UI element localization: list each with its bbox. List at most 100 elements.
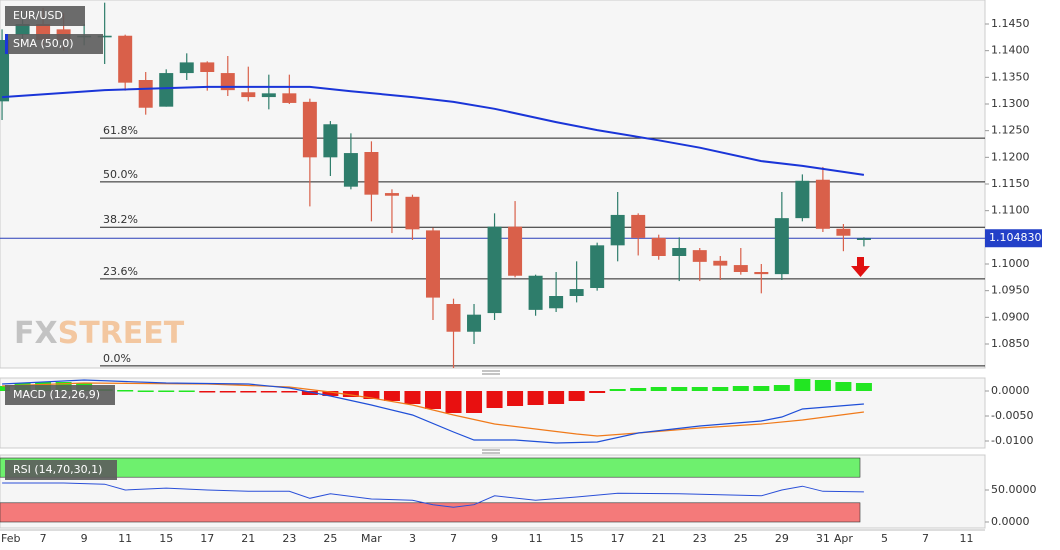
macd-histogram-bar — [158, 390, 175, 392]
macd-histogram-bar — [445, 391, 462, 413]
x-tick-label: 5 — [881, 532, 888, 545]
fib-label: 38.2% — [103, 213, 138, 226]
rsi-band — [0, 457, 861, 478]
macd-histogram-bar — [609, 389, 626, 391]
candle-body — [138, 80, 153, 108]
y-tick-label: 1.0900 — [991, 310, 1030, 323]
macd-histogram-bar — [219, 391, 236, 393]
candle-body — [774, 218, 789, 275]
y-tick-label: 1.1100 — [991, 204, 1030, 217]
watermark-suffix: STREET — [58, 316, 185, 351]
x-tick-label: 3 — [409, 532, 416, 545]
macd-histogram-bar — [137, 390, 154, 392]
candle-body — [815, 179, 830, 229]
candle-body — [733, 265, 748, 272]
candle-body — [651, 237, 666, 256]
candle-body — [446, 304, 461, 332]
y-tick-label: 1.0950 — [991, 284, 1030, 297]
x-tick-label: 7 — [450, 532, 457, 545]
macd-histogram-bar — [548, 391, 565, 404]
y-tick-label: 1.1400 — [991, 44, 1030, 57]
candle-body — [425, 230, 440, 298]
legend-label: EUR/USD — [13, 9, 63, 22]
y-tick-label: 1.1300 — [991, 97, 1030, 110]
candle-body — [754, 272, 769, 275]
fib-label: 0.0% — [103, 352, 131, 365]
macd-histogram-bar — [630, 388, 647, 391]
x-tick-label: 11 — [529, 532, 543, 545]
macd-histogram-bar — [855, 383, 872, 391]
candle-body — [15, 24, 30, 35]
macd-histogram-bar — [404, 391, 421, 404]
candle-body — [384, 193, 399, 196]
candle-body — [549, 296, 564, 309]
x-tick-label: 17 — [200, 532, 214, 545]
x-tick-label: 23 — [282, 532, 296, 545]
candle-body — [261, 93, 276, 98]
macd-histogram-bar — [568, 391, 585, 401]
x-tick-label: 23 — [693, 532, 707, 545]
x-tick-label: Mar — [361, 532, 382, 545]
fib-label: 23.6% — [103, 265, 138, 278]
macd-histogram-bar — [342, 391, 359, 397]
x-tick-label: 25 — [734, 532, 748, 545]
candle-body — [692, 250, 707, 262]
y-tick-label: -0.0100 — [991, 434, 1033, 447]
candle-body — [405, 196, 420, 230]
candle-body — [508, 226, 523, 276]
macd-histogram-bar — [753, 386, 770, 391]
macd-line — [2, 379, 864, 444]
x-tick-label: 21 — [652, 532, 666, 545]
sma-line — [2, 85, 865, 176]
y-tick-label: 1.1350 — [991, 70, 1030, 83]
x-tick-label: Apr — [834, 532, 854, 545]
y-tick-label: 1.1250 — [991, 124, 1030, 137]
candle-body — [323, 124, 338, 158]
macd-histogram-bar — [383, 391, 400, 401]
legend-label: SMA (50,0) — [13, 37, 74, 50]
macd-histogram-bar — [589, 391, 606, 393]
watermark: FXSTREET — [14, 316, 185, 351]
signal-line — [2, 382, 864, 437]
candle-body — [302, 101, 317, 158]
candle-body — [856, 238, 871, 240]
y-tick-label: 1.1200 — [991, 150, 1030, 163]
candle-body — [97, 35, 112, 38]
legend-swatch — [5, 34, 8, 54]
macd-histogram-bar — [301, 391, 318, 395]
macd-histogram-bar — [671, 387, 688, 391]
legend-label: MACD (12,26,9) — [13, 388, 100, 401]
candle-body — [795, 180, 810, 219]
panel-handle[interactable] — [482, 449, 500, 454]
candle-body — [569, 289, 584, 296]
x-tick-label: 31 — [816, 532, 830, 545]
candle-body — [179, 62, 194, 74]
x-tick-label: 15 — [159, 532, 173, 545]
fib-label: 50.0% — [103, 168, 138, 181]
candle-body — [631, 214, 646, 238]
legend-box — [5, 385, 115, 405]
macd-histogram-bar — [732, 386, 749, 391]
candle-body — [467, 314, 482, 332]
y-tick-label: 0.0000 — [991, 384, 1030, 397]
macd-histogram-bar — [322, 391, 339, 396]
macd-histogram-bar — [117, 390, 134, 392]
x-tick-label: Feb — [1, 532, 20, 545]
fib-label: 61.8% — [103, 124, 138, 137]
macd-histogram-bar — [507, 391, 524, 406]
panel-handle[interactable] — [482, 370, 500, 375]
macd-histogram-bar — [178, 390, 195, 392]
x-tick-label: 21 — [241, 532, 255, 545]
macd-histogram-bar — [835, 382, 852, 391]
x-tick-label: 9 — [491, 532, 498, 545]
candle-body — [672, 248, 687, 256]
macd-histogram-bar — [650, 387, 667, 391]
y-tick-label: 0.0000 — [991, 515, 1030, 528]
last-price-label: 1.104830 — [989, 231, 1042, 244]
macd-histogram-bar — [363, 391, 380, 399]
macd-histogram-bar — [424, 391, 441, 409]
candle-body — [590, 245, 605, 288]
x-tick-label: 7 — [40, 532, 47, 545]
y-tick-label: 1.1150 — [991, 177, 1030, 190]
